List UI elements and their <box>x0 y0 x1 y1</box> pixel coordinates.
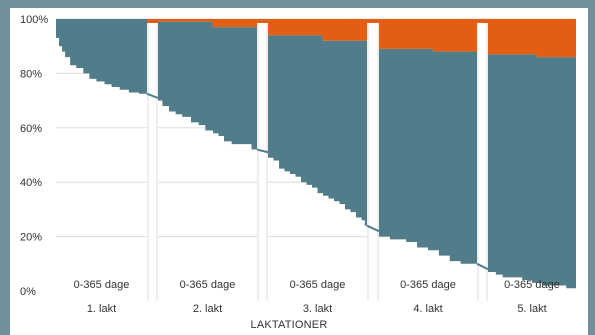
transition-culled-2 <box>257 19 268 23</box>
lactation-separators <box>146 19 489 301</box>
separator-gap-2 <box>257 19 268 301</box>
segment-label: 0-365 dage <box>74 279 130 291</box>
survival-areas <box>56 19 576 289</box>
y-tick-label: 20% <box>20 232 42 244</box>
segment-label: 0-365 dage <box>180 279 236 291</box>
x-tick-label: 5. lakt <box>517 303 546 315</box>
segment-label: 0-365 dage <box>504 279 560 291</box>
culled-area-2 <box>158 19 257 28</box>
transition-culled-3 <box>367 19 379 23</box>
culled-area-4 <box>379 19 477 52</box>
transition-connector-4 <box>476 262 489 271</box>
surviving-area-2 <box>158 21 257 150</box>
separator-gap-3 <box>367 19 379 301</box>
surviving-area-5 <box>488 54 576 289</box>
axis-labels: 0% 20% 40% 60% 80% 100% 0-365 dage 1. lakt 0-365… <box>20 14 560 315</box>
transition-culled-1 <box>147 19 158 23</box>
surviving-area-1 <box>56 19 147 94</box>
y-tick-label: 100% <box>20 14 48 26</box>
chart-frame: 0% 20% 40% 60% 80% 100% 0-365 dage 1. lakt 0-365… <box>10 8 588 335</box>
y-tick-label: 60% <box>20 123 42 135</box>
transition-connector-3 <box>366 224 380 233</box>
x-axis-title: LAKTATIONER <box>251 319 328 331</box>
segment-label: 0-365 dage <box>400 279 456 291</box>
lactation-survival-chart: 0% 20% 40% 60% 80% 100% 0-365 dage 1. lakt 0-365… <box>20 14 576 331</box>
y-tick-label: 80% <box>20 68 42 80</box>
separator-gap-4 <box>477 19 488 301</box>
surviving-area-4 <box>379 48 477 264</box>
surviving-area-3 <box>268 35 367 226</box>
segment-label: 0-365 dage <box>290 279 346 291</box>
x-tick-label: 3. lakt <box>303 303 332 315</box>
y-tick-label: 0% <box>20 286 36 298</box>
culled-area-5 <box>488 19 576 58</box>
transition-connector-1 <box>146 92 159 99</box>
transition-culled-4 <box>477 19 488 23</box>
x-tick-label: 4. lakt <box>413 303 442 315</box>
y-tick-label: 40% <box>20 177 42 189</box>
x-tick-label: 2. lakt <box>193 303 222 315</box>
separator-gap-1 <box>147 19 158 301</box>
x-tick-label: 1. lakt <box>87 303 116 315</box>
transition-connector-2 <box>256 148 269 154</box>
